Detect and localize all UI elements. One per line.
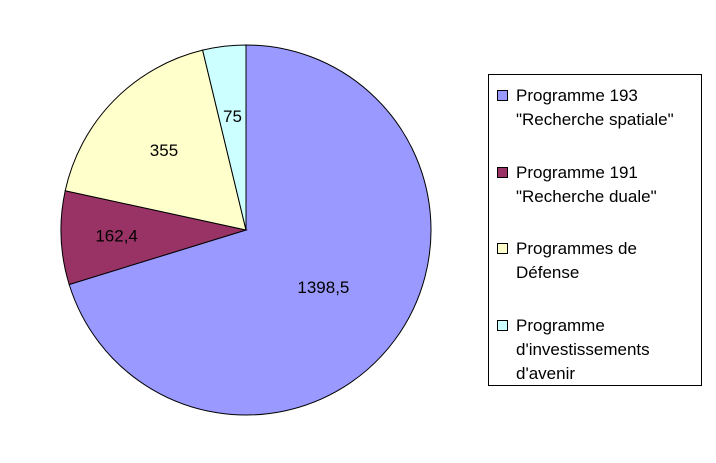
legend-label-programme-193: Programme 193 "Recherche spatiale": [516, 86, 674, 129]
legend-swatch-programme-191: [497, 167, 508, 178]
slice-programme-193: [68, 44, 432, 416]
legend-label-programme-191: Programme 191 "Recherche duale": [516, 163, 657, 206]
slice-programmes-defense: [64, 49, 247, 231]
slice-programme-191: [60, 190, 248, 286]
legend-label-investissements-avenir: Programme d'investissements d'avenir: [516, 316, 650, 383]
slice-investissements-avenir-value-label: 75: [223, 107, 242, 126]
legend-swatch-programme-193: [497, 90, 508, 101]
slice-programme-193-value-label: 1398,5: [297, 278, 349, 297]
pie-slices: [60, 44, 432, 416]
slice-programme-191-value-label: 162,4: [95, 227, 138, 246]
legend-swatch-programmes-defense: [497, 243, 508, 254]
legend: Programme 193 "Recherche spatiale" Progr…: [488, 74, 702, 386]
slice-investissements-avenir: [202, 44, 247, 231]
pie-data-labels: 1398,5 162,4 355 75: [95, 107, 349, 297]
legend-swatch-investissements-avenir: [497, 320, 508, 331]
slice-programmes-defense-value-label: 355: [150, 141, 178, 160]
legend-label-programmes-defense: Programmes de Défense: [516, 239, 637, 282]
